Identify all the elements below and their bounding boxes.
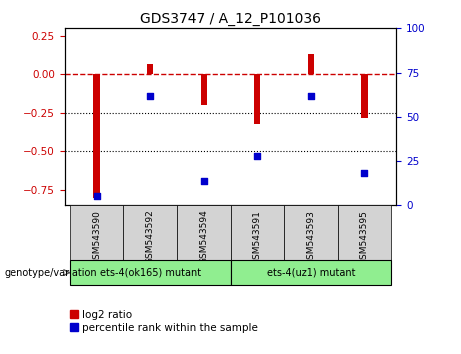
Text: GSM543595: GSM543595 xyxy=(360,210,369,264)
Point xyxy=(254,153,261,159)
Bar xyxy=(230,260,391,285)
Bar xyxy=(254,74,260,124)
Point xyxy=(147,93,154,98)
Legend: log2 ratio, percentile rank within the sample: log2 ratio, percentile rank within the s… xyxy=(70,310,258,333)
Bar xyxy=(230,205,284,260)
Bar xyxy=(177,205,230,260)
Point xyxy=(93,194,100,199)
Bar xyxy=(307,55,314,74)
Title: GDS3747 / A_12_P101036: GDS3747 / A_12_P101036 xyxy=(140,12,321,26)
Point xyxy=(307,93,314,98)
Text: ets-4(uz1) mutant: ets-4(uz1) mutant xyxy=(266,268,355,278)
Bar xyxy=(124,205,177,260)
Bar xyxy=(284,205,337,260)
Text: GSM543593: GSM543593 xyxy=(306,210,315,264)
Bar xyxy=(70,260,230,285)
Point xyxy=(200,178,207,183)
Bar xyxy=(361,74,367,118)
Text: GSM543590: GSM543590 xyxy=(92,210,101,264)
Text: GSM543591: GSM543591 xyxy=(253,210,262,264)
Text: GSM543594: GSM543594 xyxy=(199,210,208,264)
Point xyxy=(361,171,368,176)
Bar xyxy=(201,74,207,105)
Bar xyxy=(337,205,391,260)
Bar xyxy=(94,74,100,198)
Text: ets-4(ok165) mutant: ets-4(ok165) mutant xyxy=(100,268,201,278)
Text: genotype/variation: genotype/variation xyxy=(5,268,97,278)
Text: GSM543592: GSM543592 xyxy=(146,210,155,264)
Bar xyxy=(70,205,124,260)
Bar xyxy=(147,64,154,74)
